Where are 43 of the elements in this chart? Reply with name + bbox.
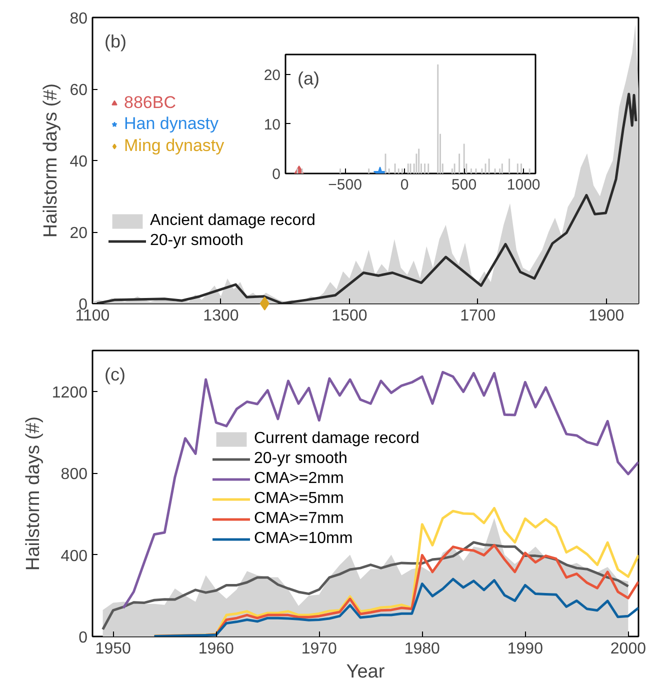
x-tick-label: 1700 [460,308,496,324]
x-tick-label: 1990 [507,640,544,658]
legend-label: 20-yr smooth [150,232,244,250]
x-tick-label: 1900 [588,308,624,324]
legend-label: CMA>=10mm [254,530,353,548]
y-axis-title: Hailstorm days (#) [22,416,44,571]
legend-label: Ancient damage record [150,212,316,230]
x-axis-title: Year [346,662,386,682]
legend-label: Current damage record [254,430,420,448]
annotation: (c) [104,364,126,384]
x-tick-label: −500 [328,176,362,194]
legend-label: CMA>=2mm [254,470,344,488]
y-tick-label: 10 [264,116,281,134]
y-axis-title: Hailstorm days (#) [40,83,62,238]
y-tick-label: 40 [70,154,88,170]
y-tick-label: 0 [78,630,88,646]
x-tick-label: 1300 [203,308,239,324]
y-tick-label: 20 [70,225,88,242]
x-tick-label: 1960 [198,640,234,658]
legend-label: CMA>=7mm [254,510,344,528]
y-tick-label: 20 [264,66,281,84]
y-tick-label: 80 [70,10,88,28]
y-tick-label: 0 [272,166,280,183]
x-tick-label: 2000 [610,640,646,658]
annotation: (a) [298,68,320,88]
line-series [153,578,638,636]
legend-label: CMA>=5mm [254,490,344,508]
legend-label: 886BC [124,93,176,113]
x-tick-label: 1950 [95,640,131,658]
y-tick-label: 60 [70,82,88,99]
y-tick-label: 1200 [52,384,88,402]
annotation: (b) [104,32,126,52]
x-tick-label: 0 [400,176,409,194]
legend-label: Han dynasty [124,114,218,134]
x-tick-label: 1500 [332,308,368,324]
x-tick-label: 500 [452,176,477,194]
x-tick-label: 1980 [404,640,440,658]
y-tick-label: 400 [60,548,88,565]
legend-label: 20-yr smooth [254,450,348,468]
legend-label: Ming dynasty [124,136,224,156]
y-tick-label: 800 [60,466,88,484]
x-tick-label: 1970 [301,640,338,658]
x-tick-label: 1000 [506,176,540,194]
